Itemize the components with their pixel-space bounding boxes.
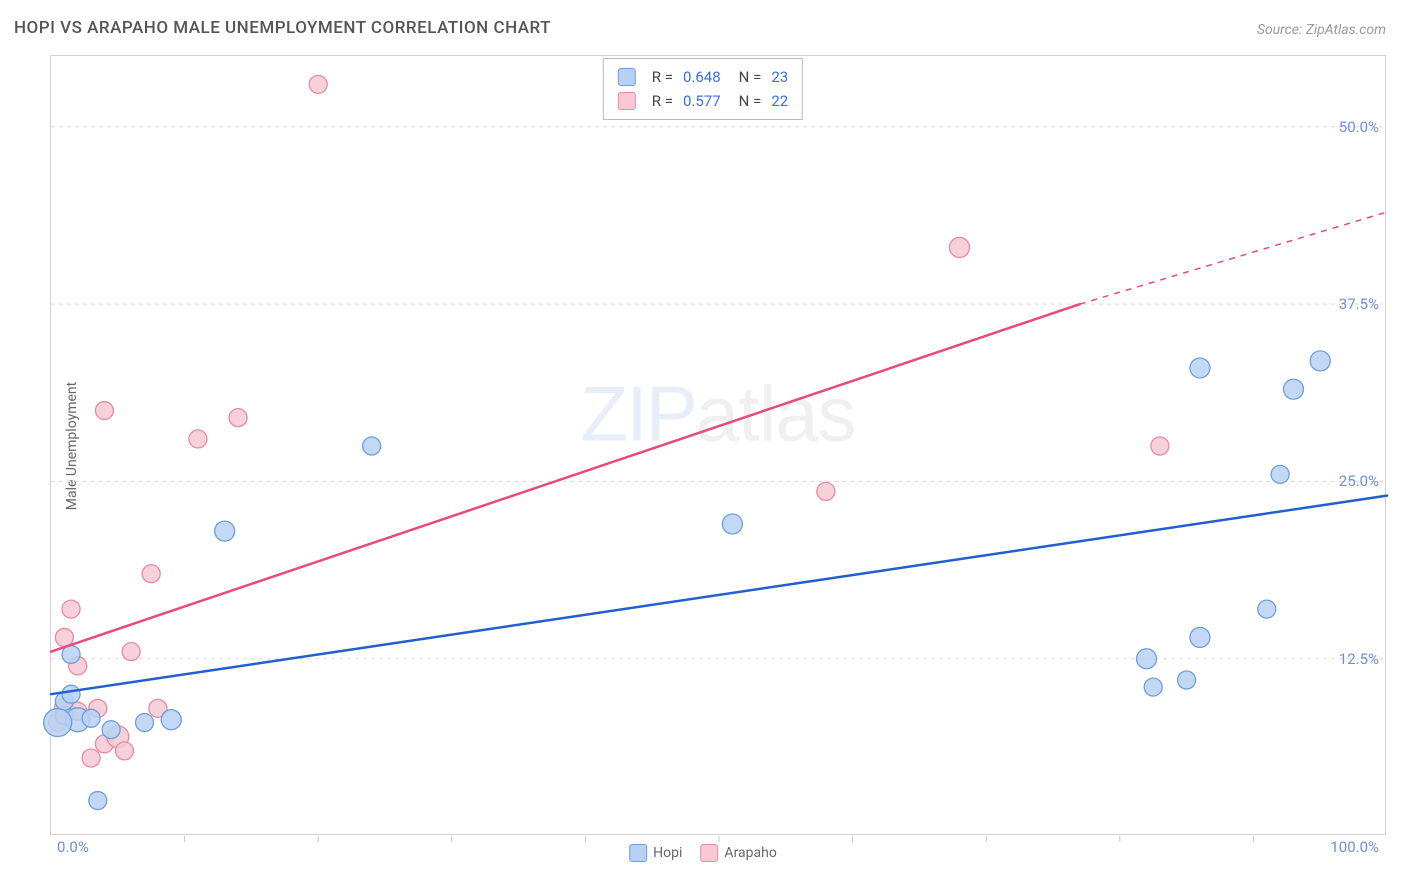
- series-legend: Hopi Arapaho: [623, 842, 783, 864]
- x-axis-max-label: 100.0%: [1330, 838, 1379, 856]
- chart-title: HOPI VS ARAPAHO MALE UNEMPLOYMENT CORREL…: [14, 18, 551, 38]
- source-attribution: Source: ZipAtlas.com: [1257, 22, 1386, 38]
- arapaho-legend-swatch-icon: [700, 844, 718, 862]
- plot-area: ZIPatlas 0.0% 100.0% 12.5%25.0%37.5%50.0…: [50, 55, 1386, 835]
- chart-svg: [51, 56, 1385, 834]
- legend-item-hopi: Hopi: [629, 844, 682, 862]
- legend-row-arapaho: R = 0.577 N = 22: [618, 89, 788, 113]
- legend-item-arapaho: Arapaho: [700, 844, 776, 862]
- y-tick-label: 12.5%: [1339, 650, 1379, 668]
- y-tick-label: 25.0%: [1339, 472, 1379, 490]
- hopi-swatch-icon: [618, 68, 636, 86]
- arapaho-swatch-icon: [618, 92, 636, 110]
- x-axis-min-label: 0.0%: [57, 838, 89, 856]
- hopi-legend-swatch-icon: [629, 844, 647, 862]
- y-tick-label: 50.0%: [1339, 118, 1379, 136]
- legend-row-hopi: R = 0.648 N = 23: [618, 65, 788, 89]
- y-tick-label: 37.5%: [1339, 295, 1379, 313]
- correlation-legend: R = 0.648 N = 23 R = 0.577 N = 22: [603, 58, 803, 120]
